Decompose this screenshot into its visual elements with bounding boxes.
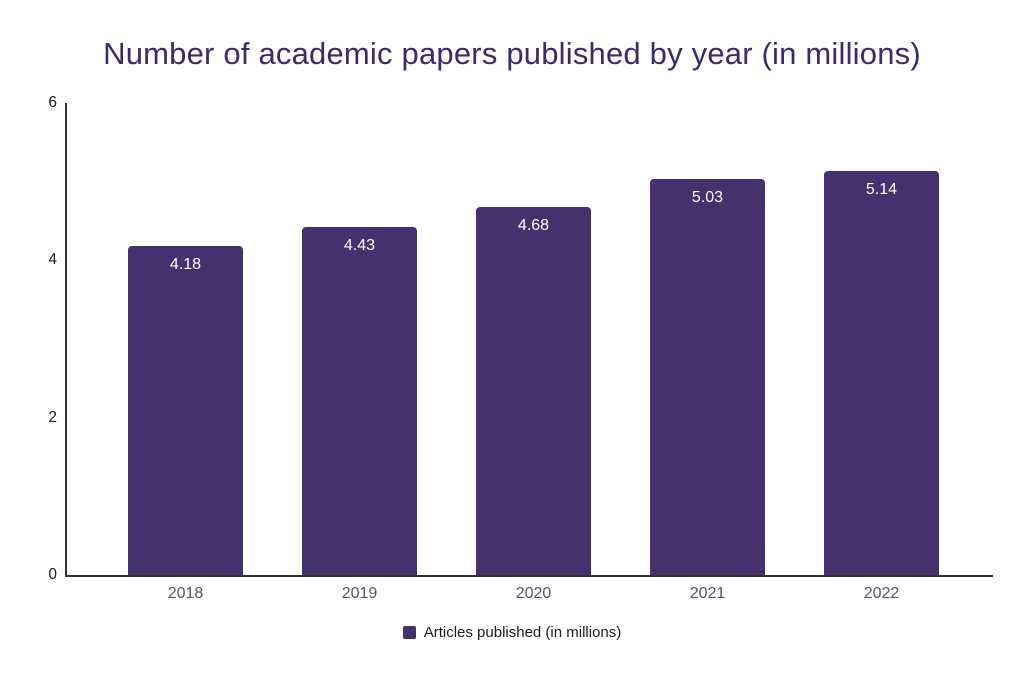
legend-label: Articles published (in millions) (423, 624, 622, 641)
x-tick-label: 2018 (167, 585, 204, 602)
bar-value-label: 4.18 (169, 256, 202, 274)
bar-2020: 4.68 (476, 206, 591, 575)
legend: Articles published (in millions) (0, 624, 1024, 641)
bar-2019: 4.43 (302, 226, 417, 575)
bar-2021: 5.03 (650, 179, 765, 575)
y-tick-label: 2 (48, 408, 57, 426)
x-tick-label: 2020 (515, 585, 552, 602)
bar-value-label: 4.43 (343, 236, 376, 254)
x-tick-label: 2022 (863, 585, 900, 602)
bar-2022: 5.14 (824, 170, 939, 575)
bar-value-label: 5.14 (865, 180, 898, 198)
y-tick-label: 4 (48, 251, 57, 269)
chart-title: Number of academic papers published by y… (103, 36, 921, 71)
x-tick-label: 2019 (341, 585, 378, 602)
bar-value-label: 4.68 (517, 216, 550, 234)
y-tick-label: 6 (48, 94, 57, 111)
x-tick-label: 2021 (689, 585, 726, 602)
bar-value-label: 5.03 (691, 189, 724, 207)
bar-2018: 4.18 (128, 246, 243, 575)
y-tick-label: 0 (48, 566, 57, 583)
legend-swatch (402, 626, 416, 639)
plot-area: 4.18 2018 4.43 2019 4.68 2020 5.03 2021 5.14 2022… (48, 94, 993, 602)
